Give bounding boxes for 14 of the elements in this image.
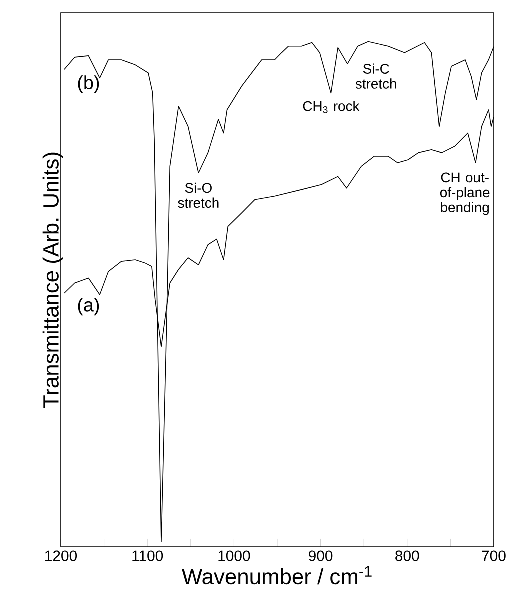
x-tick-label: 700 [482, 550, 506, 562]
annotation: Si-O stretch [178, 182, 219, 208]
x-axis-title: Wavenumber / cm$^{-1}$ [182, 566, 372, 585]
series-label: (a) [78, 298, 100, 316]
annotation: Si-C stretch [356, 64, 396, 89]
x-tick-label: 1000 [218, 550, 250, 562]
y-axis-title: Transmittance (Arb. Units) [42, 152, 64, 408]
annotation: CH out-of-plane bending [440, 172, 490, 216]
annotation: CH$_{3}$ rock [303, 101, 360, 114]
x-tick-label: 1200 [46, 550, 78, 562]
x-tick-label: 900 [309, 550, 333, 562]
series-label: (b) [78, 76, 100, 94]
x-tick-label: 800 [396, 550, 420, 562]
x-tick-label: 1100 [132, 550, 164, 562]
